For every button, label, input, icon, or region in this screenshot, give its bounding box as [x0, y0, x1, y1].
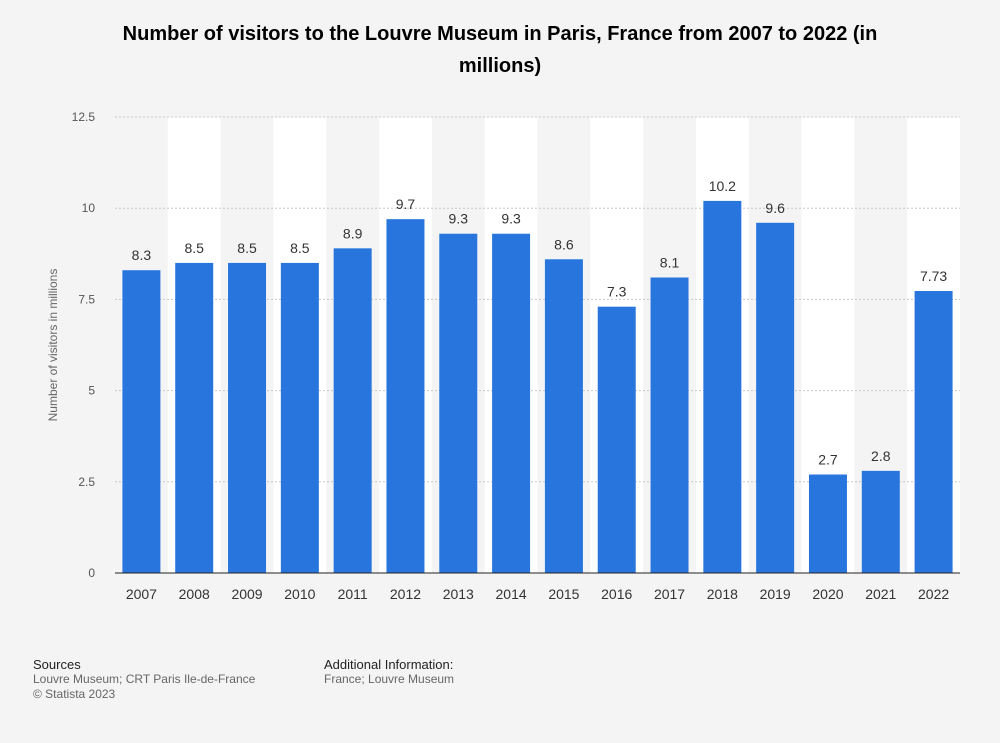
bar-2014 [492, 233, 531, 573]
value-label: 8.5 [237, 240, 257, 256]
bar-2016 [597, 306, 636, 573]
x-tick-label: 2021 [865, 586, 896, 602]
x-tick-label: 2016 [601, 586, 632, 602]
y-tick-label: 12.5 [72, 110, 96, 124]
x-tick-label: 2010 [284, 586, 315, 602]
bar-2007 [122, 270, 161, 573]
value-label: 7.73 [920, 268, 947, 284]
additional-info-text: France; Louvre Museum [324, 672, 455, 686]
chart-title: Number of visitors to the Louvre Museum … [122, 23, 878, 77]
bar-2018 [703, 200, 742, 574]
additional-info-block: Additional Information: France; Louvre M… [324, 657, 454, 687]
bar-2020 [808, 474, 847, 573]
sources-text: Louvre Museum; CRT Paris Ile-de-France [33, 672, 256, 686]
x-tick-label: 2020 [812, 586, 843, 602]
additional-info-heading: Additional Information: [324, 657, 454, 672]
bar-2012 [386, 219, 425, 574]
bar-2008 [175, 262, 214, 573]
sources-block: Sources Louvre Museum; CRT Paris Ile-de-… [33, 657, 255, 702]
bar-2019 [756, 222, 795, 574]
value-label: 7.3 [607, 284, 627, 300]
y-tick-label: 0 [88, 566, 95, 580]
value-label: 9.7 [396, 196, 416, 212]
sources-heading: Sources [33, 657, 81, 672]
value-label: 8.1 [660, 255, 680, 271]
value-label: 8.9 [343, 225, 363, 241]
y-axis-ticks: 0 2.5 5 7.5 10 12.5 [72, 110, 96, 580]
value-label: 8.5 [290, 240, 310, 256]
value-labels: 8.3 8.5 8.5 8.5 8.9 9.7 9.3 9.3 8.6 7.3 8.1 10.2 9.6… [132, 178, 948, 468]
y-tick-label: 5 [88, 384, 95, 398]
bar-2017 [650, 277, 689, 573]
bars [122, 200, 953, 574]
y-axis-label: Number of visitors in millions [46, 269, 60, 422]
value-label: 8.3 [132, 247, 152, 263]
y-tick-label: 10 [82, 201, 96, 215]
x-tick-label: 2015 [548, 586, 579, 602]
bar-2015 [544, 259, 583, 573]
value-label: 8.6 [554, 236, 574, 252]
y-tick-label: 7.5 [78, 292, 95, 306]
bar-2010 [280, 262, 319, 573]
value-label: 9.3 [449, 211, 469, 227]
x-tick-label: 2018 [707, 586, 738, 602]
value-label: 9.6 [765, 200, 785, 216]
value-label: 8.5 [184, 240, 204, 256]
bar-2009 [228, 262, 267, 573]
bar-2011 [333, 248, 372, 573]
y-tick-label: 2.5 [78, 475, 95, 489]
x-tick-label: 2012 [390, 586, 421, 602]
value-label: 9.3 [501, 211, 521, 227]
x-tick-label: 2014 [496, 586, 527, 602]
x-tick-label: 2019 [760, 586, 791, 602]
value-label: 2.7 [818, 452, 838, 468]
x-tick-label: 2013 [443, 586, 474, 602]
bar-2021 [861, 470, 900, 573]
bar-2022 [914, 291, 953, 573]
x-tick-label: 2022 [918, 586, 949, 602]
copyright-text: © Statista 2023 [33, 687, 116, 701]
x-tick-label: 2009 [231, 586, 262, 602]
value-label: 2.8 [871, 448, 891, 464]
x-tick-label: 2017 [654, 586, 685, 602]
x-tick-label: 2008 [179, 586, 210, 602]
x-tick-label: 2011 [338, 586, 368, 602]
value-label: 10.2 [709, 178, 736, 194]
x-tick-label: 2007 [126, 586, 157, 602]
x-axis-ticks: 2007 2008 2009 2010 2011 2012 2013 2014 2015 2016… [126, 586, 950, 602]
bar-2013 [439, 233, 478, 573]
